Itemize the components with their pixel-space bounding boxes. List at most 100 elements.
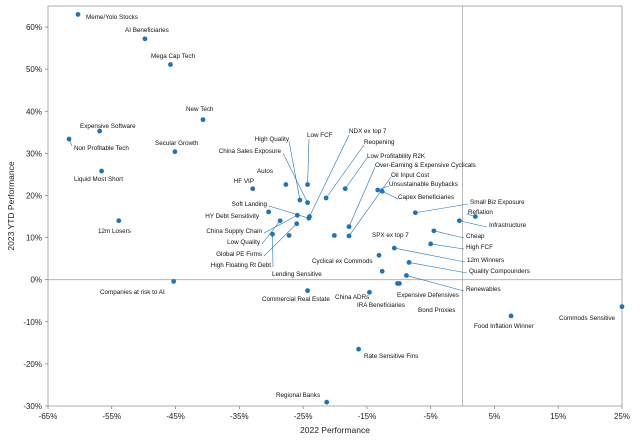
point-commercial-real-estate bbox=[305, 288, 310, 294]
point-china-adrs bbox=[367, 289, 372, 295]
point-low-profitability-r2k bbox=[342, 186, 348, 192]
label-spx-ex-top-7: SPX ex top 7 bbox=[372, 232, 409, 239]
point-ai-beneficiaries bbox=[142, 36, 148, 42]
x-tick-label: -35% bbox=[230, 412, 249, 421]
y-tick-label: -30% bbox=[23, 402, 42, 411]
label-12m-losers: 12m Losers bbox=[98, 228, 131, 235]
leader-high-floating-rt-debt bbox=[272, 234, 274, 268]
leader-12m-winners bbox=[394, 247, 466, 263]
label-china-supply-chain: China Supply Chain bbox=[206, 228, 262, 235]
label-lending-sensitive: Lending Sensitive bbox=[272, 271, 322, 278]
y-tick-label: 20% bbox=[26, 191, 42, 200]
label-expensive-defensives: Expensive Defensives bbox=[397, 292, 459, 299]
leader-quality-compounders bbox=[408, 262, 468, 274]
leader-reopening bbox=[325, 144, 365, 199]
label-over-earning-expensive-cyclicals: Over-Earning & Expensive Cyclicals bbox=[375, 162, 476, 169]
label-ndx-ex-top-7: NDX ex top 7 bbox=[349, 128, 387, 135]
point-oil-input-cost bbox=[346, 233, 352, 239]
point-12m-winners bbox=[391, 245, 397, 251]
point-food-inflation-winner bbox=[508, 313, 514, 319]
y-tick-label: 40% bbox=[26, 107, 42, 116]
point-cyclical-ex-commods bbox=[331, 233, 337, 238]
point-reopening bbox=[323, 195, 329, 201]
point-low-quality bbox=[277, 218, 283, 224]
point-new-tech bbox=[200, 117, 206, 123]
point-mega-cap-tech bbox=[168, 62, 173, 67]
label-regional-banks: Regional Banks bbox=[276, 392, 320, 399]
label-autos: Autos bbox=[257, 168, 273, 175]
leader-china-sales-exposure bbox=[282, 152, 308, 203]
x-tick-label: 15% bbox=[550, 412, 566, 421]
label-expensive-software: Expensive Software bbox=[80, 123, 136, 130]
y-tick-label: -20% bbox=[23, 360, 42, 369]
point-ira-beneficiaries bbox=[379, 268, 385, 274]
label-reopening: Reopening bbox=[364, 139, 395, 146]
leader-capex-beneficiaries bbox=[382, 190, 399, 200]
leader-infrastructure bbox=[459, 220, 488, 228]
point-infrastructure bbox=[456, 218, 462, 224]
label-soft-landing: Soft Landing bbox=[232, 201, 268, 208]
point-autos bbox=[283, 182, 289, 187]
point-expensive-software bbox=[97, 128, 103, 134]
y-axis-title: 2023 YTD Performance bbox=[6, 161, 16, 250]
x-tick-label: -15% bbox=[358, 412, 377, 421]
point-china-sales-exposure bbox=[305, 200, 310, 206]
leader-low-profitability-r2k bbox=[344, 157, 368, 189]
label-secular-growth: Secular Growth bbox=[155, 140, 199, 147]
label-high-quality: High Quality bbox=[255, 136, 290, 143]
label-renewables: Renewables bbox=[466, 286, 501, 293]
leader-cheap bbox=[433, 230, 465, 239]
label-unsustainable-buybacks: Unsustainable Buybacks bbox=[389, 181, 458, 188]
point-small-biz-exposure bbox=[412, 210, 418, 216]
label-food-inflation-winner: Food Inflation Winner bbox=[474, 323, 534, 330]
point-high-floating-rt-debt bbox=[270, 231, 275, 237]
label-rate-sensitive-fins: Rate Sensitive Fins bbox=[364, 353, 418, 360]
leader-ndx-ex-top-7 bbox=[309, 134, 350, 217]
point-regional-banks bbox=[324, 399, 330, 405]
label-companies-at-risk-to-ai: Companies at risk to AI bbox=[100, 289, 165, 296]
label-hf-vip: HF VIP bbox=[234, 178, 254, 185]
point-12m-losers bbox=[116, 218, 122, 224]
point-bond-proxies bbox=[395, 281, 400, 286]
leader-low-fcf bbox=[307, 138, 310, 185]
label-low-fcf: Low FCF bbox=[307, 132, 333, 139]
y-tick-label: 30% bbox=[26, 149, 42, 158]
y-tick-label: 10% bbox=[26, 234, 42, 243]
point-meme-yolo-stocks bbox=[75, 12, 81, 17]
point-companies-at-risk-to-ai bbox=[171, 278, 177, 284]
label-meme-yolo-stocks: Meme/Yolo Stocks bbox=[86, 14, 138, 21]
point-hy-debt-sensitivity bbox=[266, 209, 272, 215]
leader-over-earning-expensive-cyclicals bbox=[348, 166, 376, 227]
label-non-profitable-tech: Non Profitable Tech bbox=[74, 145, 129, 152]
plot-frame bbox=[47, 5, 623, 407]
leader-china-supply-chain bbox=[263, 214, 298, 234]
label-capex-beneficiaries: Capex Beneficiaries bbox=[398, 194, 454, 201]
point-lending-sensitive bbox=[286, 233, 292, 238]
point-renewables bbox=[404, 273, 409, 278]
label-commercial-real-estate: Commercial Real Estate bbox=[262, 296, 330, 303]
label-cheap: Cheap bbox=[466, 233, 485, 240]
point-unsustainable-buybacks bbox=[375, 187, 381, 193]
label-china-adrs: China ADRs bbox=[335, 294, 369, 301]
label-12m-winners: 12m Winners bbox=[467, 257, 504, 264]
y-tick-label: 60% bbox=[26, 23, 42, 32]
label-reflation: Reflation bbox=[468, 209, 493, 216]
point-quality-compounders bbox=[406, 260, 412, 265]
label-hy-debt-sensitivity: HY Debt Sensitivity bbox=[205, 213, 260, 220]
leader-small-biz-exposure bbox=[415, 203, 469, 214]
label-ai-beneficiaries: AI Beneficiaries bbox=[125, 27, 169, 34]
point-rate-sensitive-fins bbox=[356, 346, 361, 352]
x-tick-label: -55% bbox=[102, 412, 121, 421]
point-secular-growth bbox=[172, 149, 178, 155]
point-hf-vip bbox=[250, 186, 256, 192]
label-liquid-most-short: Liquid Most Short bbox=[74, 176, 123, 183]
leader-oil-input-cost bbox=[348, 176, 392, 237]
x-axis-title: 2022 Performance bbox=[300, 425, 370, 435]
label-china-sales-exposure: China Sales Exposure bbox=[219, 148, 282, 155]
point-spx-ex-top-7 bbox=[376, 252, 382, 258]
label-new-tech: New Tech bbox=[186, 106, 214, 113]
x-tick-label: -45% bbox=[166, 412, 185, 421]
label-high-floating-rt-debt: High Floating Rt Debt bbox=[211, 262, 271, 269]
point-commods-sensitive bbox=[619, 304, 625, 310]
label-quality-compounders: Quality Compounders bbox=[469, 268, 530, 275]
